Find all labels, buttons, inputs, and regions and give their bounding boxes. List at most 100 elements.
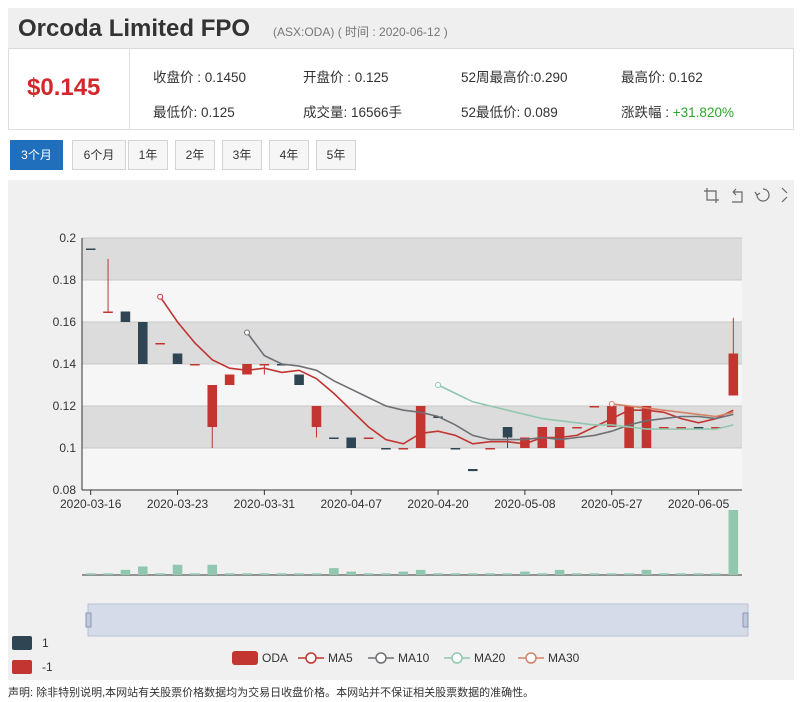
legend-swatch-down-trend bbox=[12, 660, 32, 674]
low-price: 最低价: 0.125 bbox=[153, 105, 235, 120]
low-52-week: 52最低价: 0.089 bbox=[461, 105, 558, 120]
candle-body bbox=[606, 406, 617, 427]
undo-icon[interactable] bbox=[732, 188, 743, 203]
candle-body bbox=[85, 248, 96, 250]
candle bbox=[329, 437, 339, 439]
tab-3-years[interactable]: 3年 bbox=[222, 140, 262, 170]
change-label: 涨跌幅 : bbox=[621, 105, 670, 120]
x-tick-label: 2020-03-16 bbox=[60, 497, 122, 511]
volume-bar bbox=[641, 569, 652, 575]
candle-body bbox=[485, 448, 495, 450]
volume: 成交量: 16566手 bbox=[303, 105, 403, 120]
legend-marker bbox=[375, 652, 387, 664]
legend-label-ma20: MA20 bbox=[474, 651, 506, 665]
candle bbox=[172, 353, 183, 364]
close-price: 收盘价 : 0.1450 bbox=[153, 70, 247, 85]
candle bbox=[259, 364, 270, 375]
candle-body bbox=[120, 311, 131, 322]
x-tick-label: 2020-03-23 bbox=[147, 497, 209, 511]
ma-line-ma20 bbox=[437, 384, 734, 430]
legend-label-oda: ODA bbox=[262, 651, 288, 665]
candle bbox=[502, 427, 513, 448]
volume-bar bbox=[554, 569, 565, 575]
volume-bar bbox=[363, 573, 374, 575]
plot-band bbox=[82, 448, 742, 490]
volume-bar bbox=[468, 573, 478, 575]
ma-line-ma10 bbox=[246, 332, 734, 441]
candle bbox=[207, 385, 218, 448]
y-tick-label: 0.1 bbox=[59, 441, 76, 455]
expand-icon[interactable] bbox=[781, 187, 788, 203]
candle-body bbox=[641, 406, 652, 448]
x-axis: 2020-03-16 2020-03-23 2020-03-31 2020-04-07… bbox=[60, 489, 742, 511]
legend-swatch-oda bbox=[232, 651, 258, 665]
x-tick-label: 2020-03-31 bbox=[234, 497, 296, 511]
volume-bar bbox=[294, 573, 304, 575]
volume-bar bbox=[520, 571, 530, 575]
tab-5-years[interactable]: 5年 bbox=[316, 140, 356, 170]
candle bbox=[242, 364, 252, 375]
plot-band bbox=[82, 364, 742, 406]
volume-bars bbox=[82, 510, 742, 576]
zoom-handle-right[interactable] bbox=[742, 612, 749, 628]
candle-body bbox=[520, 437, 530, 448]
candle-body bbox=[450, 448, 461, 450]
volume-bar bbox=[259, 573, 270, 575]
high-price: 最高价: 0.162 bbox=[621, 70, 703, 85]
candle bbox=[676, 427, 686, 429]
y-tick-label: 0.2 bbox=[59, 231, 76, 245]
candle bbox=[589, 406, 600, 408]
zoom-handle-left[interactable] bbox=[85, 612, 92, 628]
candle-body bbox=[311, 406, 322, 427]
current-price: $0.145 bbox=[27, 74, 101, 101]
stock-meta: (ASX:ODA) ( 时间 : 2020-06-12 ) bbox=[273, 23, 448, 40]
volume-bar bbox=[589, 573, 600, 575]
moving-average-lines bbox=[157, 293, 734, 445]
candle-body bbox=[224, 374, 235, 385]
volume-bar bbox=[276, 573, 287, 575]
tab-1-year[interactable]: 1年 bbox=[128, 140, 168, 170]
volume-bar bbox=[606, 573, 617, 575]
candle-body bbox=[676, 427, 686, 429]
y-tick-label: 0.12 bbox=[53, 399, 77, 413]
volume-bar bbox=[346, 571, 356, 575]
candle-body bbox=[329, 437, 339, 439]
volume-bar bbox=[120, 569, 131, 575]
change-percent: 涨跌幅 : +31.820% bbox=[621, 101, 734, 121]
candle bbox=[190, 364, 200, 366]
legend-label-up-trend: 1 bbox=[42, 636, 49, 650]
volume-bar bbox=[242, 573, 252, 575]
stock-chart: 0.080.10.120.140.160.180.2 2020-03-16 202… bbox=[12, 187, 788, 674]
candle bbox=[103, 259, 113, 313]
legend-label-ma30: MA30 bbox=[548, 651, 580, 665]
legend-marker bbox=[451, 652, 463, 664]
data-zoom-slider[interactable] bbox=[85, 603, 749, 637]
ma-point bbox=[608, 400, 615, 407]
candle bbox=[363, 437, 374, 439]
candle bbox=[346, 437, 356, 448]
candle bbox=[120, 311, 131, 322]
candle bbox=[728, 317, 739, 396]
tab-6-months[interactable]: 6个月 bbox=[72, 140, 126, 170]
candle bbox=[138, 322, 148, 364]
volume-bar bbox=[624, 573, 634, 575]
volume-bar bbox=[398, 571, 409, 575]
restore-icon[interactable] bbox=[754, 188, 770, 202]
candle-body bbox=[468, 469, 478, 472]
candle-body bbox=[502, 427, 513, 438]
volume-bar bbox=[659, 573, 669, 575]
legend-swatch-up-trend bbox=[12, 636, 32, 650]
stock-name: Orcoda Limited FPO bbox=[18, 15, 251, 42]
candle-body bbox=[398, 448, 409, 450]
legend-label-down-trend: -1 bbox=[42, 660, 53, 674]
tab-2-years[interactable]: 2年 bbox=[175, 140, 215, 170]
candle-body bbox=[172, 353, 183, 364]
candle-body bbox=[572, 427, 582, 429]
candle-body bbox=[711, 427, 721, 429]
crop-icon[interactable] bbox=[704, 188, 719, 203]
tab-3-months[interactable]: 3个月 bbox=[10, 140, 63, 170]
plot-band bbox=[82, 280, 742, 322]
volume-bar bbox=[433, 573, 443, 575]
tab-4-years[interactable]: 4年 bbox=[269, 140, 309, 170]
volume-bar bbox=[103, 573, 113, 575]
